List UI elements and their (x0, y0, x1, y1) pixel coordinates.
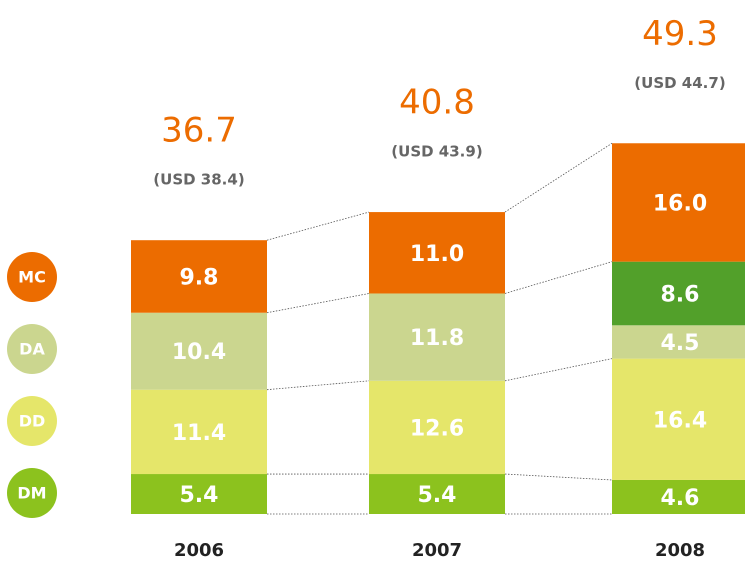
segment-label: 11.0 (410, 242, 464, 267)
segment-label: 11.4 (172, 421, 226, 446)
usd-label: (USD 44.7) (634, 74, 725, 92)
legend-swatch (7, 468, 57, 518)
segment-label: 4.6 (661, 486, 700, 511)
bar-segment (612, 358, 745, 480)
bar-segment (131, 474, 267, 514)
segment-label: 9.8 (180, 265, 219, 290)
segment-label: 5.4 (418, 483, 457, 508)
connector (266, 293, 370, 314)
segment-label: 4.5 (661, 331, 700, 356)
segment-label: 5.4 (180, 483, 219, 508)
bar-segment (369, 212, 505, 294)
bar-segment (131, 240, 267, 313)
bar-segment (612, 261, 745, 326)
bar-segment (612, 325, 745, 359)
connector (504, 358, 613, 382)
segment-label: 10.4 (172, 340, 226, 365)
year-label: 2006 (174, 540, 224, 561)
legend-label: DA (19, 340, 45, 359)
bar-segment (369, 293, 505, 381)
bar-segment (612, 479, 745, 514)
connector (504, 142, 613, 213)
segment-label: 12.6 (410, 416, 464, 441)
bar-segment (131, 389, 267, 475)
total-label: 49.3 (642, 14, 718, 54)
legend-swatch (7, 252, 57, 302)
segment-label: 16.4 (653, 408, 707, 433)
usd-label: (USD 38.4) (153, 171, 244, 189)
legend-label: DM (17, 484, 46, 503)
bar-segment (369, 474, 505, 514)
year-label: 2008 (655, 540, 705, 561)
bar-segment (369, 380, 505, 475)
connector (266, 211, 370, 241)
legend-label: MC (18, 268, 46, 287)
segment-label: 16.0 (653, 191, 707, 216)
total-label: 40.8 (399, 83, 475, 123)
segment-label: 11.8 (410, 326, 464, 351)
segment-label: 8.6 (661, 282, 700, 307)
total-label: 36.7 (161, 111, 237, 151)
connector (504, 261, 613, 294)
connector (504, 473, 613, 481)
usd-label: (USD 43.9) (391, 143, 482, 161)
bar-segment (131, 312, 267, 390)
connector (266, 380, 370, 391)
bar-segment (612, 143, 745, 262)
legend-label: DD (19, 412, 46, 431)
year-label: 2007 (412, 540, 462, 561)
legend-swatch (7, 396, 57, 446)
legend-swatch (7, 324, 57, 374)
